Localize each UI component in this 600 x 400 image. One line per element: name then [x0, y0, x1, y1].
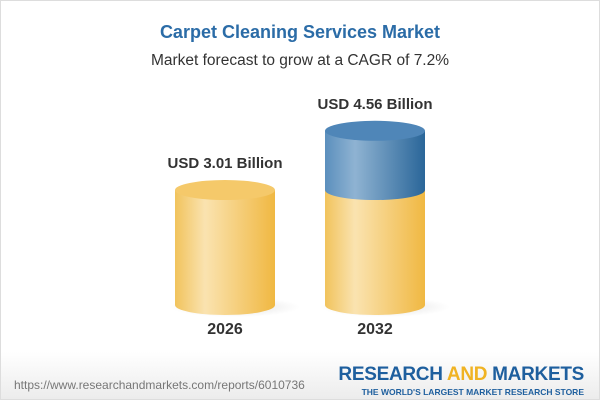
chart-subtitle: Market forecast to grow at a CAGR of 7.2… [150, 52, 450, 69]
bar-growth-2032 [325, 130, 425, 201]
research-and-markets-logo: RESEARCH AND MARKETS THE WORLD'S LARGEST… [338, 364, 584, 397]
data-label: USD 3.01 Billion [167, 155, 282, 172]
footer [1, 352, 599, 399]
bar-base-2032 [325, 190, 425, 315]
category-label: 2032 [357, 321, 393, 338]
category-label: 2026 [207, 321, 243, 338]
report-url[interactable]: https://www.researchandmarkets.com/repor… [14, 378, 305, 392]
data-label: USD 4.56 Billion [317, 96, 432, 113]
chart-title: Carpet Cleaning Services Market [159, 22, 441, 42]
bar-base-2026 [175, 190, 275, 315]
bar-top-2032 [325, 120, 425, 141]
bar-top-2026 [175, 180, 275, 201]
